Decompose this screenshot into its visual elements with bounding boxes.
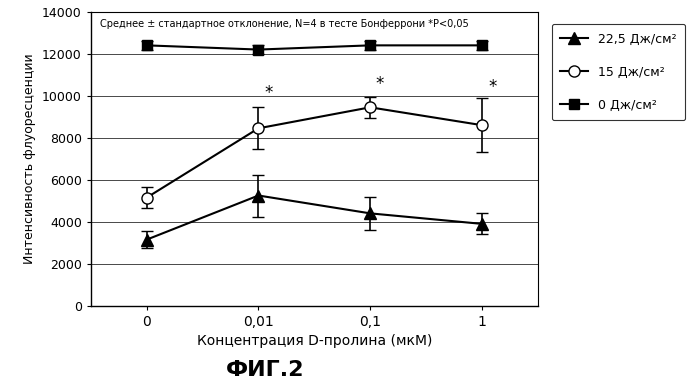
X-axis label: Концентрация D-пролина (мкМ): Концентрация D-пролина (мкМ) — [196, 334, 432, 348]
Text: *: * — [489, 78, 497, 96]
Text: ФИГ.2: ФИГ.2 — [226, 360, 305, 380]
Legend: 22,5 Дж/см², 15 Дж/см², 0 Дж/см²: 22,5 Дж/см², 15 Дж/см², 0 Дж/см² — [552, 24, 685, 120]
Text: Среднее ± стандартное отклонение, N=4 в тесте Бонферрони *P<0,05: Среднее ± стандартное отклонение, N=4 в … — [100, 19, 468, 29]
Text: *: * — [264, 84, 273, 102]
Y-axis label: Интенсивность флуоресценции: Интенсивность флуоресценции — [23, 53, 36, 264]
Text: *: * — [376, 74, 384, 93]
